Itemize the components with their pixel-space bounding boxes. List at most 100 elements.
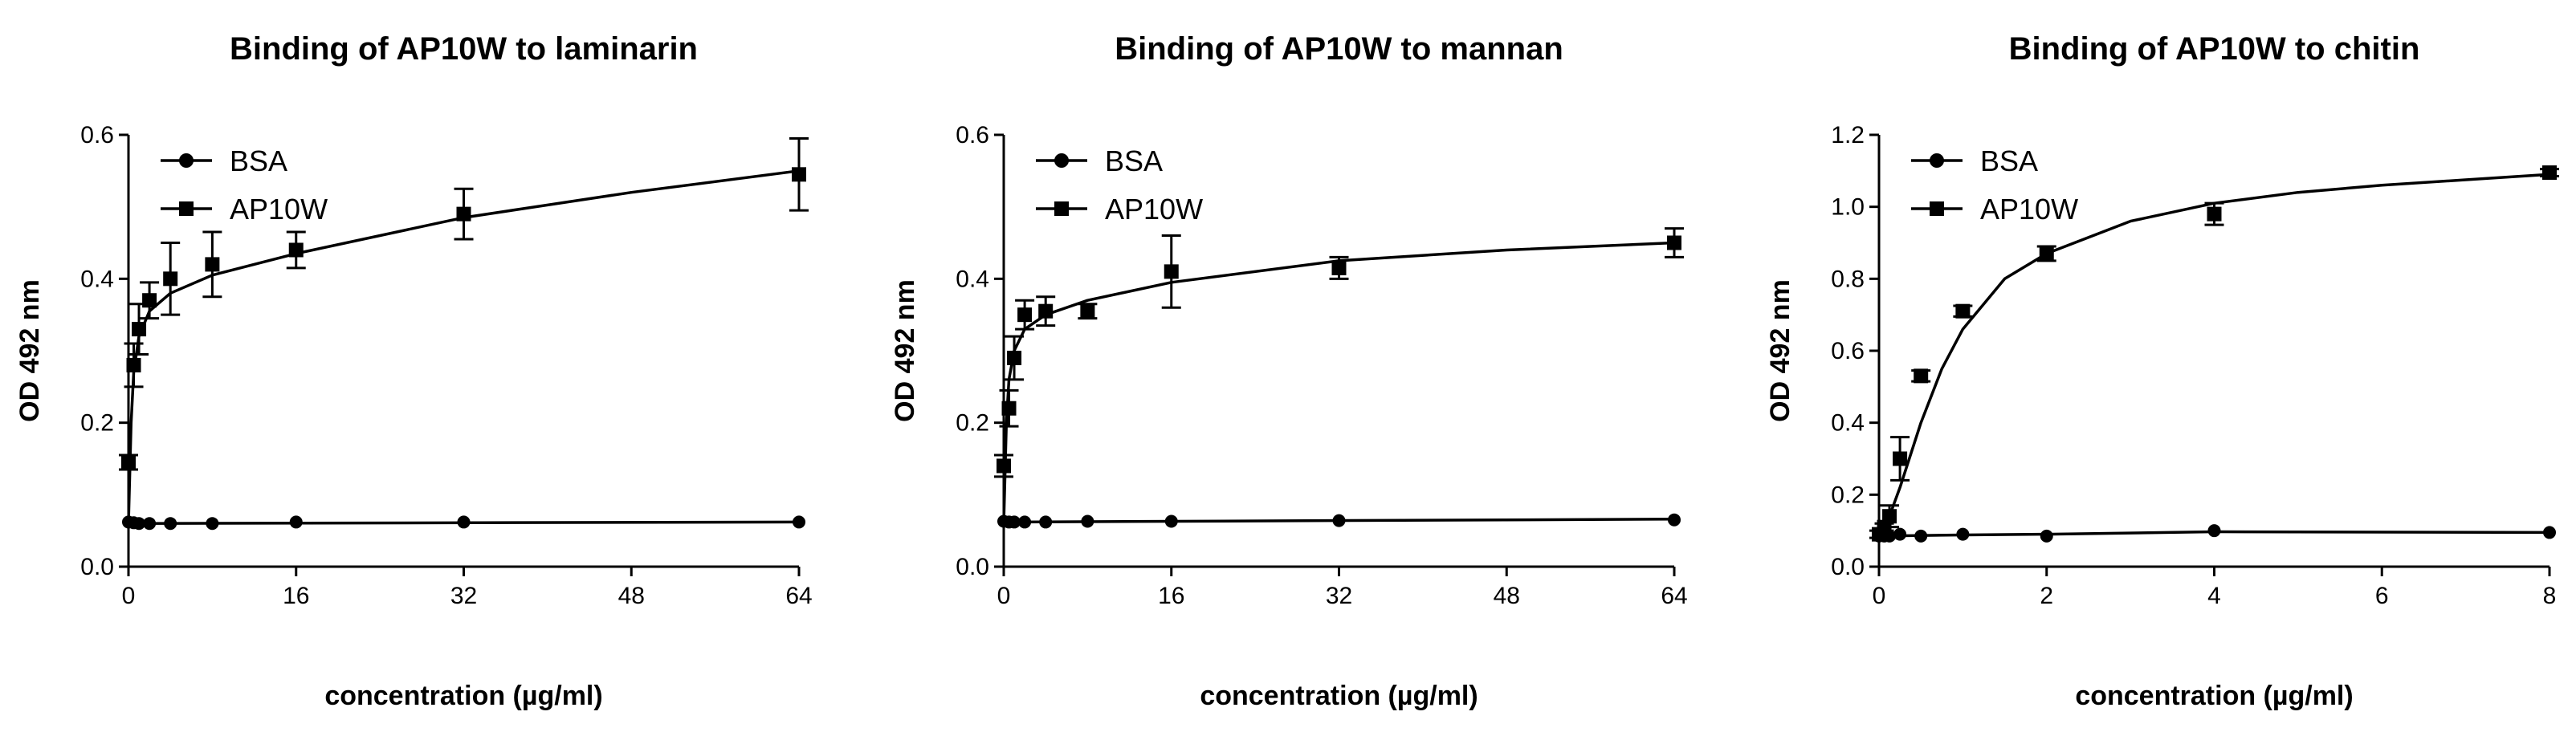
y-tick-label: 0.4 — [956, 266, 989, 292]
series-bsa: BSA — [122, 144, 805, 531]
legend-marker-square — [179, 201, 194, 216]
x-tick-label: 0 — [1873, 583, 1886, 609]
legend-marker-square — [1054, 201, 1069, 216]
chart-panel-2: Binding of AP10W to chitin 0.0 0.2 0.4 0.6 0.… — [1765, 31, 2559, 711]
series-ap10w: AP10W — [119, 136, 809, 524]
y-tick-label: 0.4 — [1831, 410, 1865, 437]
y-tick-label: 0.6 — [1831, 338, 1865, 364]
data-point-circle — [1081, 514, 1094, 528]
data-point-square — [121, 454, 136, 470]
chart-title: Binding of AP10W to laminarin — [230, 31, 698, 67]
chart-title: Binding of AP10W to chitin — [2009, 31, 2420, 67]
data-point-square — [1164, 264, 1179, 279]
x-tick-label: 32 — [450, 583, 477, 609]
y-tick-label: 0.4 — [80, 266, 114, 292]
data-point-circle — [1893, 527, 1907, 541]
legend-label: BSA — [230, 144, 287, 177]
data-point-square — [1955, 303, 1971, 319]
x-tick-label: 16 — [283, 583, 309, 609]
data-point-square — [997, 458, 1011, 474]
chart-panel-0: Binding of AP10W to laminarin 0.0 0.2 0.4 0.… — [14, 31, 813, 711]
data-point-circle — [2040, 529, 2053, 543]
x-tick-label: 32 — [1326, 583, 1352, 609]
data-point-square — [1893, 451, 1908, 466]
y-tick-label: 0.2 — [956, 410, 989, 437]
data-point-circle — [1914, 529, 1928, 543]
legend-label: BSA — [1980, 144, 2038, 177]
data-point-circle — [2543, 526, 2556, 539]
data-point-circle — [1164, 514, 1178, 528]
data-point-square — [1017, 307, 1033, 323]
data-point-square — [1667, 235, 1681, 250]
data-point-square — [2039, 246, 2054, 261]
data-point-circle — [1018, 515, 1032, 529]
x-tick-label: 0 — [997, 583, 1011, 609]
data-point-circle — [2207, 524, 2221, 538]
data-point-square — [1882, 509, 1897, 524]
y-tick-label: 0.2 — [80, 410, 114, 437]
y-tick-label: 0.6 — [956, 122, 989, 148]
legend-label: AP10W — [1980, 193, 2078, 226]
y-tick-label: 0.0 — [956, 554, 989, 580]
data-point-circle — [457, 515, 471, 529]
y-tick-label: 0.6 — [80, 122, 114, 148]
legend-marker-circle — [179, 153, 194, 168]
data-point-square — [132, 322, 147, 337]
data-point-circle — [1668, 513, 1681, 527]
data-point-square — [163, 271, 178, 287]
legend-label: BSA — [1105, 144, 1163, 177]
data-point-square — [1007, 350, 1022, 365]
data-point-square — [1914, 368, 1929, 384]
x-tick-label: 6 — [2375, 583, 2389, 609]
data-point-square — [1331, 260, 1347, 275]
data-point-circle — [289, 515, 303, 529]
x-tick-label: 0 — [122, 583, 136, 609]
chart-panel-1: Binding of AP10W to mannan 0.0 0.2 0.4 0.6 0 1… — [890, 31, 1688, 711]
y-axis-label: OD 492 nm — [890, 279, 920, 422]
y-axis-label: OD 492 nm — [14, 279, 45, 422]
x-tick-label: 4 — [2207, 583, 2221, 609]
x-tick-label: 48 — [1494, 583, 1520, 609]
data-point-square — [205, 257, 220, 272]
data-point-circle — [1039, 515, 1053, 529]
data-point-square — [288, 242, 304, 258]
data-point-circle — [164, 517, 177, 531]
legend-marker-square — [1930, 201, 1944, 216]
data-point-circle — [143, 517, 157, 531]
data-point-circle — [1956, 527, 1970, 541]
data-point-square — [456, 206, 471, 222]
x-tick-label: 8 — [2543, 583, 2557, 609]
x-tick-label: 2 — [2040, 583, 2053, 609]
y-tick-label: 1.2 — [1831, 122, 1865, 148]
data-point-square — [1080, 303, 1095, 319]
fit-curve — [1002, 241, 1675, 524]
y-axis-label: OD 492 nm — [1765, 279, 1795, 422]
x-axis-label: concentration (µg/ml) — [1200, 681, 1478, 711]
data-point-square — [1038, 303, 1054, 319]
data-point-circle — [1332, 514, 1346, 527]
x-tick-label: 16 — [1158, 583, 1184, 609]
y-tick-label: 0.0 — [80, 554, 114, 580]
data-point-square — [142, 293, 157, 308]
data-point-circle — [793, 515, 805, 529]
legend-label: AP10W — [1105, 193, 1203, 226]
data-point-square — [126, 357, 141, 372]
data-point-square — [1001, 401, 1017, 416]
x-tick-label: 64 — [785, 583, 812, 609]
y-tick-label: 0.8 — [1831, 266, 1865, 292]
data-point-square — [2207, 206, 2222, 222]
y-tick-label: 1.0 — [1831, 194, 1865, 221]
y-tick-label: 0.0 — [1831, 554, 1865, 580]
legend-label: AP10W — [230, 193, 328, 226]
x-axis-label: concentration (µg/ml) — [324, 681, 602, 711]
data-point-circle — [1008, 515, 1021, 529]
data-point-circle — [132, 517, 146, 531]
fit-curve — [1877, 173, 2550, 539]
data-point-circle — [206, 517, 219, 531]
series-ap10w: AP10W — [1869, 165, 2559, 542]
x-tick-label: 64 — [1661, 583, 1687, 609]
data-point-square — [792, 167, 806, 182]
x-axis-label: concentration (µg/ml) — [2075, 681, 2353, 711]
x-tick-label: 48 — [618, 583, 645, 609]
